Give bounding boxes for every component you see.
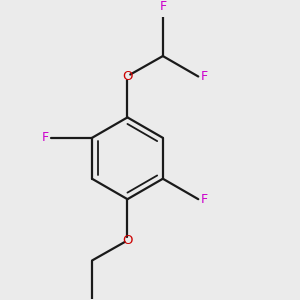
- Text: F: F: [200, 193, 208, 206]
- Text: F: F: [42, 131, 49, 144]
- Text: O: O: [122, 70, 133, 83]
- Text: F: F: [159, 0, 167, 13]
- Text: O: O: [122, 234, 133, 247]
- Text: F: F: [200, 70, 208, 83]
